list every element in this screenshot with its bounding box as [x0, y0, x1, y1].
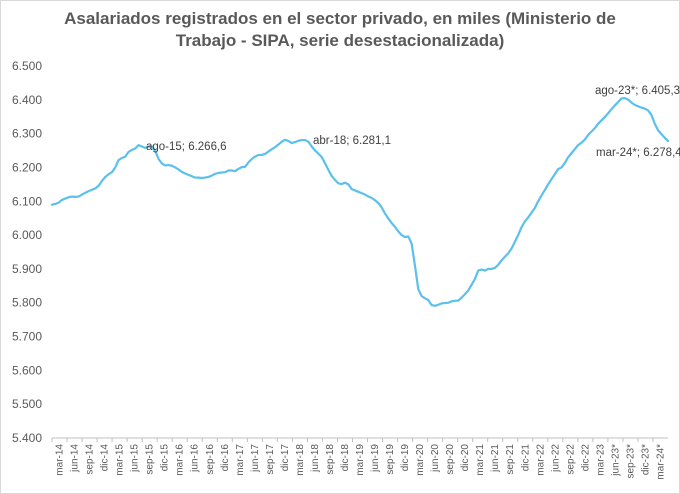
y-tick-label: 5.800 [12, 296, 42, 310]
x-tick-label: jun-20 [430, 444, 441, 473]
series-line [50, 97, 670, 307]
x-tick-label: mar-15 [115, 444, 126, 476]
x-tick-label: mar-14 [55, 444, 66, 476]
x-tick-label: jun-14 [70, 444, 81, 473]
x-tick-label: jun-23* [610, 444, 621, 477]
x-tick-label: mar-18 [295, 444, 306, 476]
x-tick-label: dic-23* [640, 444, 651, 475]
x-tick-label: sep-20 [445, 444, 456, 475]
annotation-mar-24: mar-24*; 6.278,4 [596, 147, 680, 159]
x-tick-label: sep-17 [265, 444, 276, 475]
x-tick-label: mar-23 [595, 444, 606, 476]
x-tick-label: mar-24* [655, 444, 666, 480]
y-tick-label: 5.700 [12, 330, 42, 344]
x-tick-label: sep-18 [325, 444, 336, 475]
chart-title-line-1: Asalariados registrados en el sector pri… [64, 9, 616, 28]
x-axis: mar-14 jun-14 sep-14 dic-14 mar-15 jun-15 sep-… [51, 437, 668, 480]
plot-area [50, 97, 670, 307]
annotations: ago-15; 6.266,6 abr-18; 6.281,1 ago-23*;… [146, 85, 680, 159]
x-tick-label: dic-21 [520, 444, 531, 472]
annotation-ago-23: ago-23*; 6.405,3 [595, 85, 680, 97]
x-tick-label: dic-16 [220, 444, 231, 472]
x-tick-label: sep-21 [505, 444, 516, 475]
x-tick-label: jun-17 [250, 444, 261, 473]
x-tick-label: sep-16 [205, 444, 216, 475]
x-tick-label: jun-18 [310, 444, 321, 473]
y-tick-label: 5.500 [12, 397, 42, 411]
x-tick-label: dic-14 [100, 444, 111, 472]
y-tick-label: 5.600 [12, 363, 42, 377]
annotation-ago-15: ago-15; 6.266,6 [146, 141, 227, 153]
chart-title-line-2: Trabajo - SIPA, serie desestacionalizada… [175, 31, 505, 50]
x-tick-label: sep-19 [385, 444, 396, 475]
x-tick-label: jun-16 [190, 444, 201, 473]
y-tick-label: 6.200 [12, 160, 42, 174]
x-tick-label: mar-21 [475, 444, 486, 476]
x-tick-label: dic-18 [340, 444, 351, 472]
x-tick-label: jun-22 [550, 444, 561, 473]
y-tick-label: 6.400 [12, 93, 42, 107]
x-tick-label: mar-22 [535, 444, 546, 476]
x-tick-label: dic-15 [160, 444, 171, 472]
y-tick-label: 6.500 [12, 59, 42, 73]
x-tick-label: dic-20 [460, 444, 471, 472]
y-tick-label: 6.300 [12, 127, 42, 141]
x-tick-label: jun-15 [130, 444, 141, 473]
x-tick-label: sep-22 [565, 444, 576, 475]
y-tick-label: 5.900 [12, 262, 42, 276]
x-tick-label: dic-22 [580, 444, 591, 472]
x-tick-label: mar-17 [235, 444, 246, 476]
x-tick-label: jun-19 [370, 444, 381, 473]
x-tick-label: mar-16 [175, 444, 186, 476]
x-tick-label: dic-17 [280, 444, 291, 472]
x-tick-label: sep-23* [625, 444, 636, 479]
x-tick-label: mar-20 [415, 444, 426, 476]
x-tick-label: dic-19 [400, 444, 411, 472]
x-tick-label: jun-21 [490, 444, 501, 473]
y-axis: 5.400 5.500 5.600 5.700 5.800 5.900 6.000 6.100… [12, 59, 42, 445]
annotation-abr-18: abr-18; 6.281,1 [313, 135, 391, 147]
y-tick-label: 6.100 [12, 194, 42, 208]
y-tick-label: 6.000 [12, 228, 42, 242]
chart-title: Asalariados registrados en el sector pri… [0, 8, 680, 52]
x-tick-label: mar-19 [355, 444, 366, 476]
x-tick-label: sep-14 [85, 444, 96, 475]
y-tick-label: 5.400 [12, 431, 42, 445]
x-tick-label: sep-15 [145, 444, 156, 475]
